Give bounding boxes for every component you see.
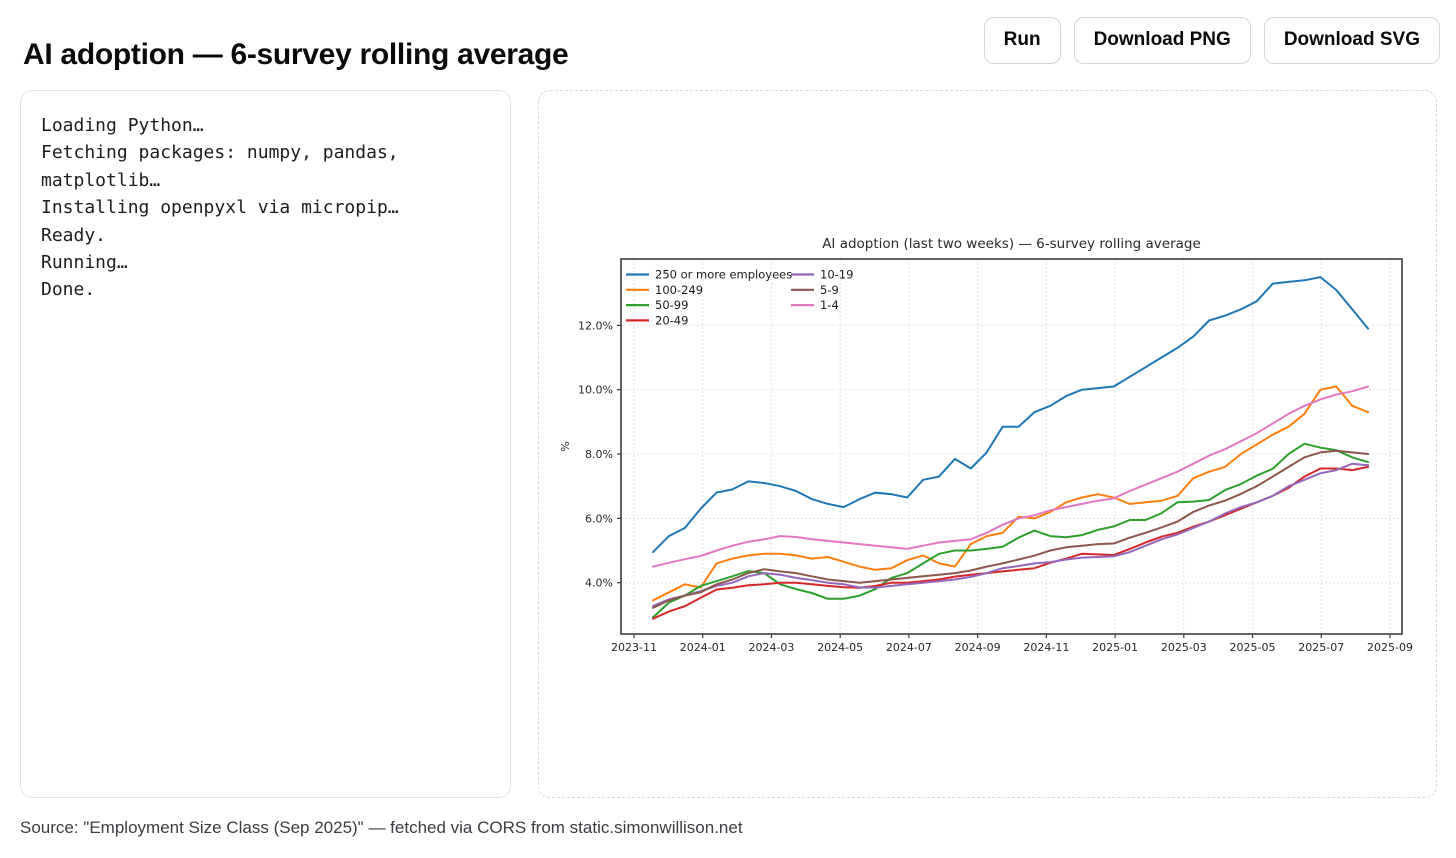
log-line: Loading Python… — [41, 115, 204, 136]
svg-text:100-249: 100-249 — [655, 283, 703, 297]
svg-text:20-49: 20-49 — [655, 313, 688, 327]
console-panel: Loading Python… Fetching packages: numpy… — [20, 90, 511, 798]
log-line: Ready. — [41, 224, 107, 246]
svg-text:6.0%: 6.0% — [585, 512, 613, 525]
source-attribution: Source: "Employment Size Class (Sep 2025… — [20, 818, 743, 837]
svg-text:%: % — [559, 441, 572, 451]
svg-text:2025-09: 2025-09 — [1367, 641, 1413, 654]
svg-text:2024-01: 2024-01 — [680, 641, 726, 654]
svg-text:AI adoption (last two weeks) —: AI adoption (last two weeks) — 6-survey … — [822, 236, 1201, 252]
svg-text:2024-09: 2024-09 — [955, 641, 1001, 654]
svg-text:10.0%: 10.0% — [578, 384, 613, 397]
svg-text:2024-07: 2024-07 — [886, 641, 932, 654]
svg-text:2024-03: 2024-03 — [748, 641, 794, 654]
svg-text:2025-03: 2025-03 — [1161, 641, 1207, 654]
svg-text:12.0%: 12.0% — [578, 319, 613, 332]
svg-text:5-9: 5-9 — [820, 283, 839, 297]
svg-text:8.0%: 8.0% — [585, 448, 613, 461]
svg-text:10-19: 10-19 — [820, 268, 853, 282]
chart-canvas: 2023-11 2024-01 2024-03 2024-05 2024-07 2024-… — [559, 236, 1413, 654]
svg-text:2025-07: 2025-07 — [1298, 641, 1344, 654]
svg-text:4.0%: 4.0% — [585, 577, 613, 590]
log-line: Done. — [41, 279, 96, 301]
svg-text:250 or more employees: 250 or more employees — [655, 268, 792, 282]
log-line: Installing openpyxl via micropip… — [41, 197, 399, 219]
svg-text:2024-05: 2024-05 — [817, 641, 863, 654]
toolbar: Run Download PNG Download SVG — [983, 17, 1440, 64]
log-line: Fetching packages: numpy, pandas, matplo… — [41, 142, 399, 191]
svg-text:50-99: 50-99 — [655, 298, 688, 312]
svg-text:2025-01: 2025-01 — [1092, 641, 1138, 654]
console-log: Loading Python… Fetching packages: numpy… — [41, 112, 490, 304]
download-png-button[interactable]: Download PNG — [1073, 17, 1251, 64]
log-line: Running… — [41, 252, 128, 274]
svg-text:2024-11: 2024-11 — [1023, 641, 1069, 654]
svg-text:1-4: 1-4 — [820, 298, 839, 312]
svg-text:2023-11: 2023-11 — [611, 641, 657, 654]
page-title: AI adoption — 6-survey rolling average — [23, 38, 569, 72]
run-button[interactable]: Run — [983, 17, 1061, 64]
svg-text:2025-05: 2025-05 — [1230, 641, 1276, 654]
chart-panel: 2023-11 2024-01 2024-03 2024-05 2024-07 2024-… — [538, 90, 1437, 798]
download-svg-button[interactable]: Download SVG — [1263, 17, 1440, 64]
